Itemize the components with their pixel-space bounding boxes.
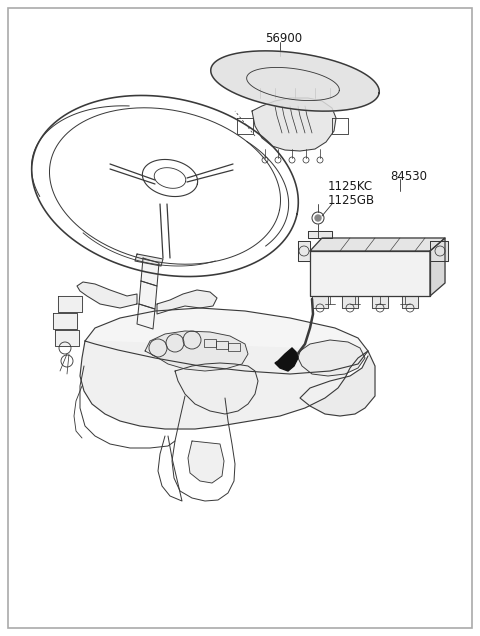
- Polygon shape: [308, 231, 332, 238]
- Text: 84530: 84530: [390, 170, 427, 183]
- Polygon shape: [188, 441, 224, 483]
- Polygon shape: [80, 341, 368, 429]
- Bar: [216, 341, 228, 349]
- Polygon shape: [430, 241, 448, 261]
- Polygon shape: [310, 251, 430, 296]
- Polygon shape: [135, 254, 163, 266]
- Polygon shape: [430, 238, 445, 296]
- Polygon shape: [211, 51, 379, 111]
- Polygon shape: [139, 281, 157, 309]
- Circle shape: [315, 215, 321, 221]
- Polygon shape: [298, 340, 365, 376]
- Polygon shape: [141, 258, 159, 286]
- Polygon shape: [312, 296, 328, 308]
- Text: 1125GB: 1125GB: [328, 195, 375, 207]
- Polygon shape: [275, 348, 298, 371]
- Polygon shape: [372, 296, 388, 308]
- Polygon shape: [145, 331, 248, 371]
- Polygon shape: [137, 304, 155, 329]
- Polygon shape: [85, 308, 368, 374]
- Polygon shape: [310, 238, 445, 251]
- Polygon shape: [252, 98, 336, 151]
- Polygon shape: [300, 351, 375, 416]
- Polygon shape: [58, 296, 82, 312]
- Polygon shape: [53, 313, 77, 329]
- Polygon shape: [157, 290, 217, 314]
- Polygon shape: [77, 282, 137, 308]
- Bar: [204, 339, 216, 347]
- Polygon shape: [402, 296, 418, 308]
- Polygon shape: [175, 363, 258, 414]
- Text: 56900: 56900: [265, 32, 302, 45]
- Bar: [228, 343, 240, 351]
- Polygon shape: [55, 330, 79, 346]
- Polygon shape: [342, 296, 358, 308]
- Polygon shape: [298, 241, 310, 261]
- Text: 1125KC: 1125KC: [328, 179, 373, 193]
